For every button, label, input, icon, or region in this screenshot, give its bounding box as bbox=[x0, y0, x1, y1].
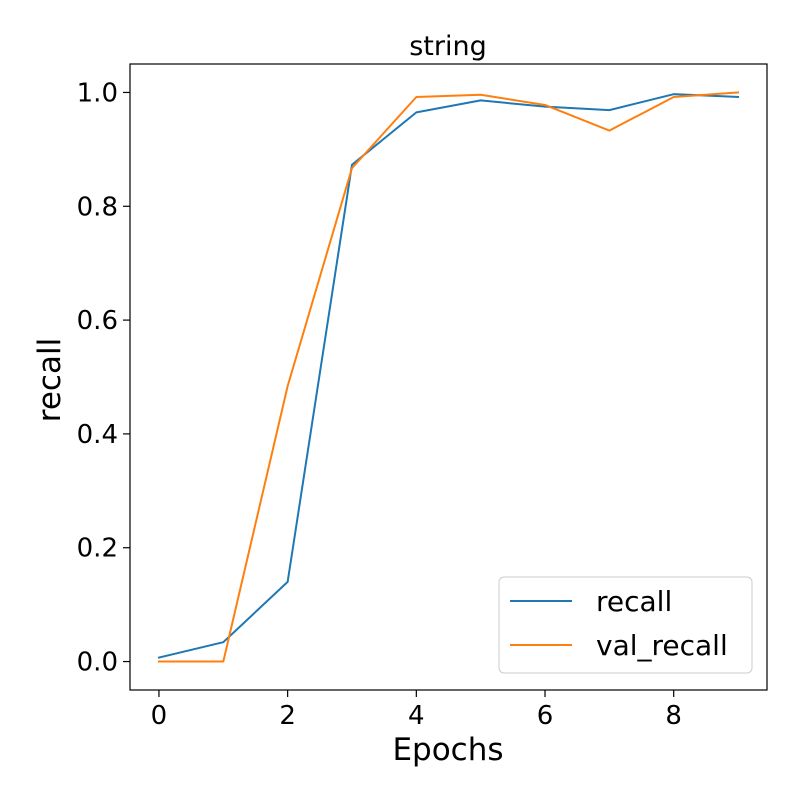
series-line-recall bbox=[157, 93, 740, 659]
y-tick-label: 0.2 bbox=[77, 534, 118, 564]
x-axis-ticks: 0 2 4 6 8 bbox=[151, 690, 682, 731]
series-layer bbox=[157, 91, 740, 663]
y-tick-label: 0.4 bbox=[77, 420, 118, 450]
plot-area bbox=[129, 63, 768, 691]
y-tick-label: 0.8 bbox=[77, 192, 118, 222]
axes-frame bbox=[129, 63, 768, 691]
chart-title: string bbox=[409, 31, 487, 62]
legend-recall-label: recall bbox=[596, 585, 672, 618]
y-tick-label: 0.6 bbox=[77, 306, 118, 336]
x-tick-label: 0 bbox=[151, 701, 168, 731]
x-tick-label: 4 bbox=[408, 701, 425, 731]
series-line-val-recall bbox=[157, 91, 740, 663]
x-tick-label: 2 bbox=[279, 701, 296, 731]
y-tick-label: 0.0 bbox=[77, 648, 118, 678]
legend: recall val_recall bbox=[498, 576, 753, 674]
x-axis-label: Epochs bbox=[392, 732, 503, 768]
legend-val-recall-label: val_recall bbox=[596, 629, 728, 662]
y-tick-label: 1.0 bbox=[77, 78, 118, 108]
y-axis-ticks: 0.0 0.2 0.4 0.6 0.8 1.0 bbox=[77, 78, 130, 678]
y-axis-label: recall bbox=[32, 338, 68, 422]
x-tick-label: 6 bbox=[537, 701, 554, 731]
x-tick-label: 8 bbox=[665, 701, 682, 731]
